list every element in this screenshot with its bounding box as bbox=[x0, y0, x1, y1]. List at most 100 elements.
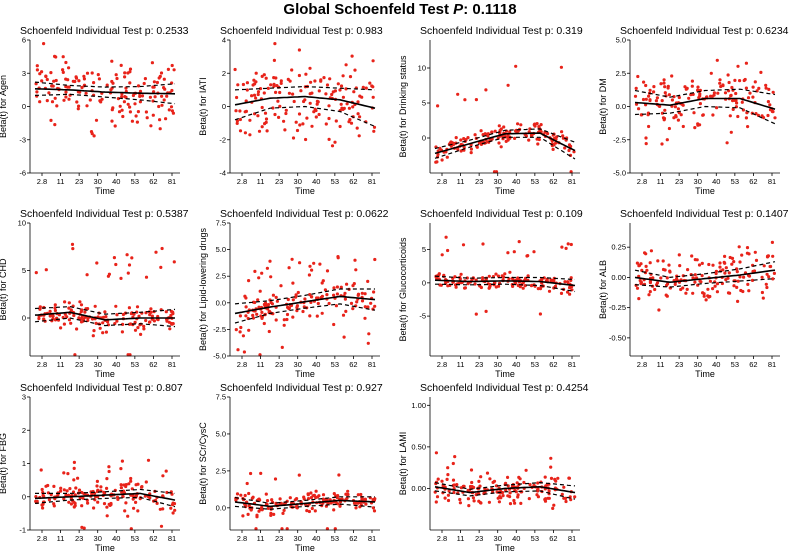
x-tick-label: 81 bbox=[368, 534, 376, 543]
residual-point bbox=[280, 345, 284, 349]
residual-point bbox=[125, 253, 129, 257]
residual-point bbox=[685, 287, 689, 291]
residual-point bbox=[251, 316, 256, 320]
residual-point bbox=[535, 122, 539, 126]
residual-point bbox=[282, 508, 286, 512]
residual-point bbox=[549, 456, 553, 460]
residual-point bbox=[334, 304, 338, 308]
residual-point bbox=[345, 493, 349, 497]
residual-point bbox=[126, 271, 130, 275]
residual-point bbox=[314, 489, 318, 493]
x-tick-label: 62 bbox=[349, 360, 357, 369]
residual-point bbox=[649, 249, 654, 253]
residual-point bbox=[368, 81, 372, 85]
residual-point bbox=[345, 496, 349, 500]
residual-point bbox=[138, 100, 142, 104]
residual-point bbox=[123, 509, 127, 513]
y-tick-label: 1 bbox=[22, 459, 26, 468]
x-tick-label: 40 bbox=[112, 534, 120, 543]
residual-point bbox=[637, 107, 641, 111]
residual-point bbox=[80, 85, 84, 90]
x-tick-label: 62 bbox=[349, 534, 357, 543]
residual-point bbox=[644, 136, 648, 140]
residual-point bbox=[748, 91, 752, 95]
residual-point bbox=[64, 493, 68, 497]
residual-point bbox=[642, 80, 646, 84]
x-tick-label: 40 bbox=[312, 534, 320, 543]
residual-point bbox=[45, 77, 49, 82]
residual-point bbox=[297, 73, 301, 78]
x-tick-label: 30 bbox=[694, 360, 702, 369]
residual-point bbox=[162, 86, 166, 90]
residual-point bbox=[366, 341, 370, 345]
panel-title: Schoenfeld Individual Test p: 0.983 bbox=[220, 25, 383, 37]
residual-point bbox=[343, 297, 347, 301]
x-tick-label: 23 bbox=[75, 177, 83, 186]
residual-point bbox=[562, 485, 566, 489]
residual-point bbox=[80, 504, 84, 508]
residual-point bbox=[105, 477, 109, 481]
x-tick-label: 40 bbox=[712, 360, 720, 369]
residual-point bbox=[336, 256, 340, 260]
residual-point bbox=[272, 58, 276, 63]
x-tick-label: 62 bbox=[549, 360, 557, 369]
residual-point bbox=[768, 264, 772, 269]
residual-point bbox=[690, 254, 694, 258]
residual-point bbox=[101, 315, 106, 319]
panel-title: Schoenfeld Individual Test p: 0.2533 bbox=[20, 25, 189, 37]
residual-point bbox=[320, 311, 324, 315]
main-title-prefix: Global Schoenfeld Test bbox=[283, 1, 454, 18]
residual-point bbox=[120, 330, 124, 334]
x-tick-label: 2.8 bbox=[637, 177, 647, 186]
y-tick-label: 0.00 bbox=[411, 484, 426, 493]
residual-point bbox=[287, 266, 291, 270]
residual-point bbox=[112, 256, 116, 260]
residual-point bbox=[723, 261, 727, 265]
residual-point bbox=[454, 136, 458, 140]
residual-point bbox=[672, 116, 676, 120]
residual-point bbox=[566, 290, 570, 294]
residual-point bbox=[69, 321, 73, 325]
y-tick-label: 0.25 bbox=[611, 243, 626, 252]
residual-point bbox=[753, 80, 757, 84]
residual-point bbox=[731, 107, 735, 111]
residual-point bbox=[287, 91, 291, 95]
residual-point bbox=[325, 527, 329, 531]
residual-point bbox=[38, 72, 42, 76]
residual-point bbox=[493, 129, 497, 133]
residual-point bbox=[440, 158, 444, 162]
x-tick-label: 40 bbox=[312, 177, 320, 186]
residual-point bbox=[746, 96, 751, 100]
x-axis-label: Time bbox=[695, 369, 715, 379]
x-tick-label: 40 bbox=[312, 360, 320, 369]
residual-point bbox=[360, 291, 364, 295]
residual-point bbox=[72, 313, 76, 318]
residual-point bbox=[41, 506, 45, 510]
residual-point bbox=[513, 501, 517, 505]
residual-point bbox=[144, 318, 148, 323]
residual-point bbox=[462, 484, 466, 488]
residual-point bbox=[641, 97, 646, 102]
x-tick-label: 11 bbox=[57, 360, 65, 369]
residual-point bbox=[696, 85, 700, 89]
y-tick-label: -5 bbox=[419, 312, 426, 321]
residual-point bbox=[349, 301, 354, 305]
residual-point bbox=[134, 500, 138, 504]
x-tick-label: 40 bbox=[512, 534, 520, 543]
residual-point bbox=[272, 84, 276, 88]
residual-point bbox=[164, 117, 168, 121]
residual-point bbox=[243, 110, 247, 114]
residual-point bbox=[62, 488, 66, 492]
residual-point bbox=[667, 93, 672, 97]
residual-point bbox=[104, 330, 108, 334]
residual-point bbox=[354, 506, 358, 510]
residual-point bbox=[114, 304, 118, 308]
x-tick-label: 62 bbox=[149, 177, 157, 186]
residual-point bbox=[241, 514, 245, 518]
residual-point bbox=[255, 513, 259, 517]
residual-point bbox=[257, 276, 261, 280]
residual-point bbox=[474, 312, 478, 316]
residual-point bbox=[273, 477, 278, 481]
residual-point bbox=[118, 104, 122, 108]
